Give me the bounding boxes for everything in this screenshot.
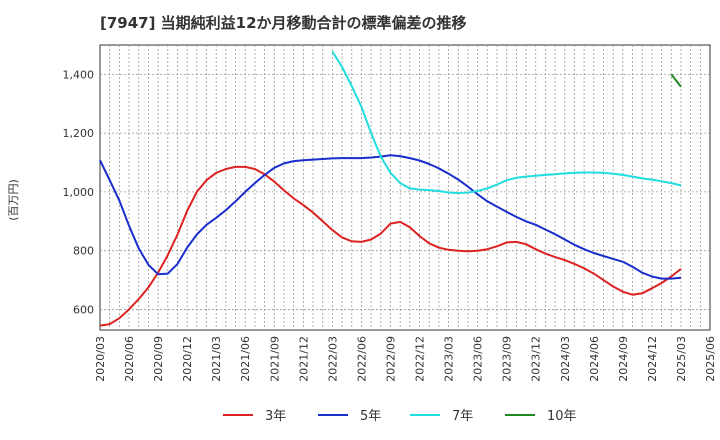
- x-tick-label: 2022/09: [384, 336, 397, 382]
- x-tick-label: 2021/03: [210, 336, 223, 382]
- x-tick-label: 2024/12: [646, 336, 659, 382]
- plot-frame: [99, 44, 711, 331]
- legend-label: 7年: [452, 409, 473, 424]
- legend-label: 3年: [265, 409, 286, 424]
- x-tick-label: 2021/12: [297, 336, 310, 382]
- x-tick-label: 2025/03: [675, 336, 688, 382]
- y-tick-label: 1,200: [63, 127, 95, 140]
- plot-area: 600 800 1,000 1,200 1,400 2020/03 2020/06 2020/…: [63, 44, 717, 382]
- x-tick-label: 2020/09: [152, 336, 165, 382]
- x-tick-label: 2023/06: [472, 336, 485, 382]
- series-line-10年: [670, 73, 682, 88]
- x-tick-label: 2022/06: [355, 336, 368, 382]
- x-tick-label: 2022/03: [326, 336, 339, 382]
- y-tick-label: 1,400: [63, 68, 95, 81]
- legend: 3年 5年 7年 10年: [223, 409, 577, 424]
- series-line-7年: [331, 50, 682, 195]
- x-tick-label: 2023/09: [501, 336, 514, 382]
- x-tick-label: 2023/03: [443, 336, 456, 382]
- x-tick-label: 2020/06: [123, 336, 136, 382]
- y-tick-label: 800: [73, 245, 94, 258]
- x-tick-label: 2024/06: [588, 336, 601, 382]
- chart-title: [7947] 当期純利益12か月移動合計の標準偏差の推移: [100, 14, 467, 32]
- x-tick-label: 2024/03: [559, 336, 572, 382]
- legend-label: 5年: [360, 409, 381, 424]
- legend-item: 10年: [505, 409, 577, 424]
- x-tick-label: 2021/06: [239, 336, 252, 382]
- x-tick-label: 2024/09: [617, 336, 630, 382]
- series-line-3年: [99, 165, 682, 327]
- y-tick-label: 600: [73, 303, 94, 316]
- series-line-5年: [99, 154, 682, 280]
- legend-label: 10年: [547, 409, 577, 424]
- legend-item: 5年: [318, 409, 381, 424]
- x-tick-label: 2021/09: [268, 336, 281, 382]
- x-tick-label: 2020/03: [94, 336, 107, 382]
- x-tick-label: 2020/12: [181, 336, 194, 382]
- y-axis-label: (百万円): [7, 179, 20, 221]
- x-tick-label: 2023/12: [530, 336, 543, 382]
- x-tick-label: 2025/06: [704, 336, 717, 382]
- legend-item: 3年: [223, 409, 286, 424]
- legend-item: 7年: [410, 409, 473, 424]
- y-tick-label: 1,000: [63, 186, 95, 199]
- x-tick-label: 2022/12: [414, 336, 427, 382]
